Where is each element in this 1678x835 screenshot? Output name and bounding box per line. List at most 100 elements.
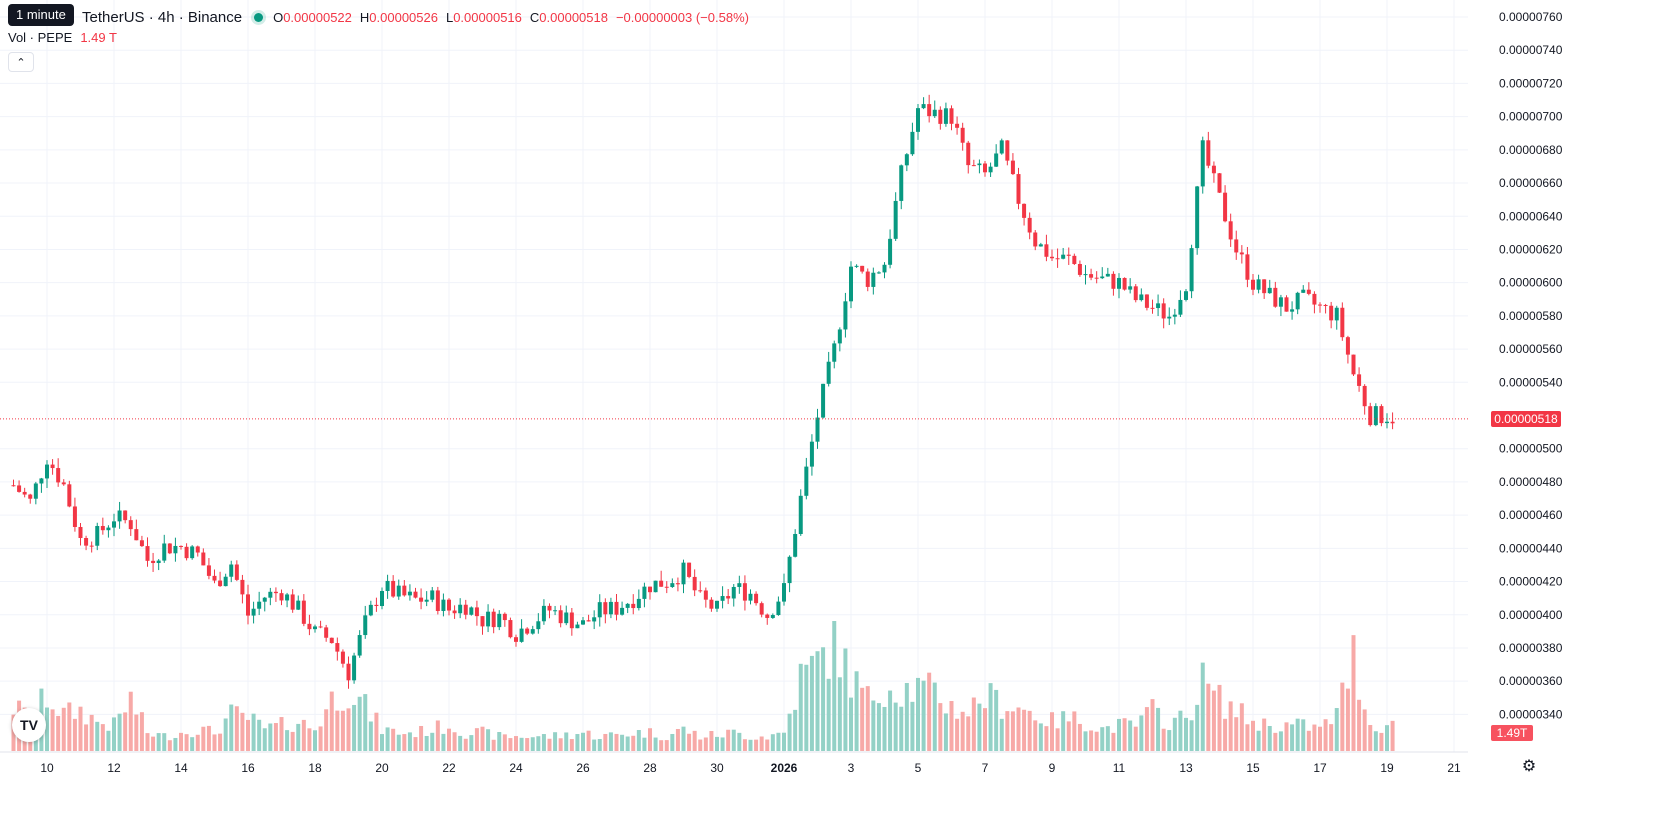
candle-body — [1256, 279, 1261, 290]
volume-bar — [84, 724, 89, 751]
volume-bar — [61, 707, 66, 751]
volume-bar — [659, 740, 664, 751]
candle-body — [1016, 174, 1021, 204]
volume-bar — [642, 737, 647, 751]
candle-body — [1251, 279, 1255, 290]
candle-body — [703, 590, 708, 600]
candle-body — [1133, 286, 1138, 301]
candle-body — [329, 637, 334, 644]
candle-body — [39, 478, 44, 484]
volume-bar — [251, 713, 256, 751]
volume-bar — [357, 696, 362, 751]
volume-bar — [608, 732, 613, 751]
volume-bar — [413, 737, 418, 751]
candle-body — [916, 108, 920, 132]
candle-body — [893, 200, 898, 239]
candle-body — [279, 593, 284, 601]
candle-body — [1379, 406, 1384, 424]
candle-body — [1089, 274, 1094, 278]
volume-bar — [380, 734, 384, 751]
volume-bar — [826, 678, 831, 751]
volume-bar — [854, 671, 859, 751]
candle-body — [151, 560, 156, 564]
volume-bar — [569, 739, 574, 751]
low-label: L — [445, 9, 454, 25]
volume-bar — [1044, 726, 1049, 751]
candle-body — [977, 163, 982, 166]
candle-body — [876, 272, 881, 274]
volume-bar — [1206, 683, 1211, 751]
candle-body — [234, 564, 239, 580]
candle-body — [486, 611, 491, 627]
candle-body — [480, 616, 485, 627]
volume-bar — [971, 697, 976, 751]
candle-body — [497, 613, 502, 628]
candle-body — [324, 627, 329, 638]
candle-body — [586, 620, 591, 622]
volume-bar — [715, 736, 719, 751]
candle-body — [698, 590, 703, 592]
volume-value: 1.49 T — [80, 30, 117, 45]
candle-body — [1005, 140, 1010, 161]
collapse-legend-button[interactable]: ⌃ — [8, 52, 34, 72]
volume-bar — [547, 738, 552, 751]
candle-body — [687, 562, 692, 577]
symbol-title[interactable]: TetherUS · 4h · Binance — [82, 8, 243, 26]
symbol-legend: TetherUS · 4h · Binance O0.00000522 H0.0… — [8, 6, 749, 28]
candle-body — [374, 604, 379, 607]
volume-bar — [1351, 635, 1356, 751]
candle-body — [385, 580, 390, 592]
volume-bar — [720, 737, 725, 751]
volume-bar — [1228, 701, 1233, 751]
candle-body — [1111, 273, 1116, 289]
candle-body — [268, 591, 273, 598]
gear-icon[interactable]: ⚙ — [1521, 758, 1537, 775]
candle-body — [1022, 203, 1027, 218]
volume-bar — [1010, 711, 1015, 751]
volume-bar — [368, 721, 373, 751]
candle-body — [631, 603, 636, 609]
volume-bar — [257, 719, 262, 751]
candle-body — [1038, 244, 1043, 247]
volume-bar — [1290, 724, 1295, 751]
volume-bar — [246, 719, 250, 751]
volume-bar — [1050, 712, 1054, 751]
volume-bar — [620, 734, 625, 751]
price-tick-label: 0.00000740 — [1499, 43, 1563, 57]
price-tick-label: 0.00000660 — [1499, 176, 1563, 190]
volume-bar — [212, 734, 217, 751]
volume-bar — [497, 731, 502, 751]
volume-bar — [474, 728, 479, 751]
volume-bar — [50, 709, 55, 751]
candle-body — [469, 607, 474, 615]
volume-bar — [145, 733, 150, 751]
volume-label[interactable]: Vol · PEPE — [8, 30, 73, 45]
candle-body — [1144, 294, 1149, 308]
time-tick-label: 14 — [174, 761, 188, 775]
candle-body — [809, 441, 814, 467]
volume-bar — [1262, 718, 1267, 751]
volume-bar — [1385, 725, 1389, 751]
volume-bar — [1117, 718, 1121, 751]
tradingview-logo-icon[interactable]: TV — [12, 708, 46, 742]
candle-body — [1139, 294, 1144, 301]
candle-body — [179, 545, 183, 547]
volume-bar — [988, 683, 993, 751]
volume-bar — [1390, 720, 1395, 751]
last-price-label: 0.00000518 — [1491, 410, 1561, 427]
volume-bar — [530, 737, 535, 751]
volume-bar — [1284, 722, 1289, 751]
volume-bar — [1189, 720, 1194, 751]
volume-bar — [815, 651, 820, 751]
open-value: 0.00000522 — [283, 9, 352, 25]
volume-bar — [391, 728, 396, 751]
volume-bar — [262, 728, 267, 751]
candle-body — [731, 586, 736, 599]
candle-body — [167, 543, 172, 554]
volume-bar — [1267, 725, 1272, 751]
candle-body — [971, 165, 976, 167]
candle-body — [218, 580, 223, 587]
candle-body — [435, 590, 440, 611]
volume-bar — [296, 723, 301, 751]
